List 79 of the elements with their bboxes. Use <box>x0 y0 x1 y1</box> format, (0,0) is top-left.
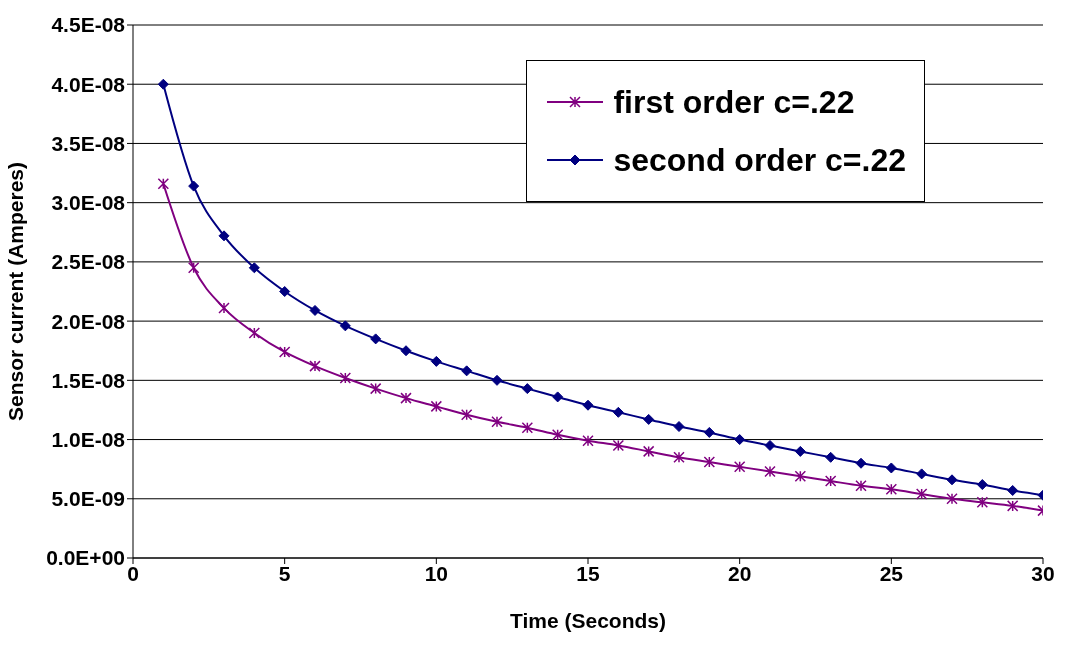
point <box>703 426 715 438</box>
x-axis-title: Time (Seconds) <box>510 609 666 632</box>
point <box>733 461 746 473</box>
point <box>552 391 564 403</box>
point <box>1007 484 1019 496</box>
point <box>824 475 837 487</box>
point <box>461 365 473 377</box>
y-tick-label: 1.0E-08 <box>51 428 126 452</box>
point <box>642 445 655 458</box>
point <box>946 474 958 486</box>
point <box>946 493 958 505</box>
point <box>825 451 837 463</box>
point <box>400 345 412 357</box>
x-tick-label: 30 <box>1031 561 1055 585</box>
x-tick-label: 25 <box>879 561 904 585</box>
x-tick-label: 10 <box>424 561 449 585</box>
point <box>764 465 776 478</box>
point <box>400 392 412 404</box>
legend-label: first order c=.22 <box>613 83 855 121</box>
point <box>460 408 473 421</box>
point <box>551 429 564 441</box>
point <box>673 421 685 433</box>
x-tick-label: 5 <box>278 561 291 585</box>
point <box>278 346 291 358</box>
point <box>855 480 867 492</box>
point <box>430 355 442 367</box>
point <box>885 483 898 496</box>
point <box>339 372 352 384</box>
point <box>218 230 230 242</box>
point <box>157 78 169 90</box>
point <box>248 327 261 339</box>
y-tick-label: 1.5E-08 <box>51 368 126 392</box>
point <box>188 180 200 192</box>
point <box>915 488 928 500</box>
point <box>916 468 928 480</box>
y-tick-label: 2.0E-08 <box>51 309 126 333</box>
point <box>582 434 594 447</box>
point <box>491 374 503 386</box>
point <box>187 262 200 274</box>
point <box>976 479 988 491</box>
point <box>309 304 321 316</box>
point <box>612 439 625 452</box>
y-tick-label: 3.0E-08 <box>51 191 126 215</box>
y-axis-title: Sensor current (Amperes) <box>4 161 28 422</box>
point <box>794 445 806 457</box>
point <box>855 457 867 469</box>
point <box>430 400 443 413</box>
point <box>643 413 655 425</box>
point <box>1006 500 1019 512</box>
point <box>157 177 170 190</box>
point <box>521 421 534 434</box>
y-tick-label: 5.0E-09 <box>51 487 125 511</box>
point <box>673 451 685 464</box>
point <box>734 434 746 446</box>
point <box>309 360 321 372</box>
point <box>582 399 594 411</box>
point <box>248 262 260 274</box>
point <box>370 333 382 345</box>
point <box>703 456 716 468</box>
x-tick-label: 15 <box>576 561 600 585</box>
point <box>218 302 230 314</box>
point <box>764 439 776 451</box>
point <box>369 382 382 395</box>
point <box>794 470 807 483</box>
legend-label: second order c=.22 <box>613 141 906 179</box>
x-tick-label: 0 <box>127 561 139 585</box>
point <box>885 462 897 474</box>
x-tick-label: 20 <box>727 561 752 585</box>
y-tick-label: 3.5E-08 <box>51 131 126 155</box>
point <box>339 320 351 332</box>
point <box>491 416 503 428</box>
y-tick-label: 4.0E-08 <box>51 72 126 96</box>
point <box>279 286 291 297</box>
point <box>612 406 624 418</box>
y-tick-label: 4.5E-08 <box>51 13 126 37</box>
y-tick-label: 0.0E+00 <box>46 546 125 570</box>
y-tick-label: 2.5E-08 <box>51 250 126 274</box>
point <box>521 383 533 395</box>
point <box>976 496 989 509</box>
